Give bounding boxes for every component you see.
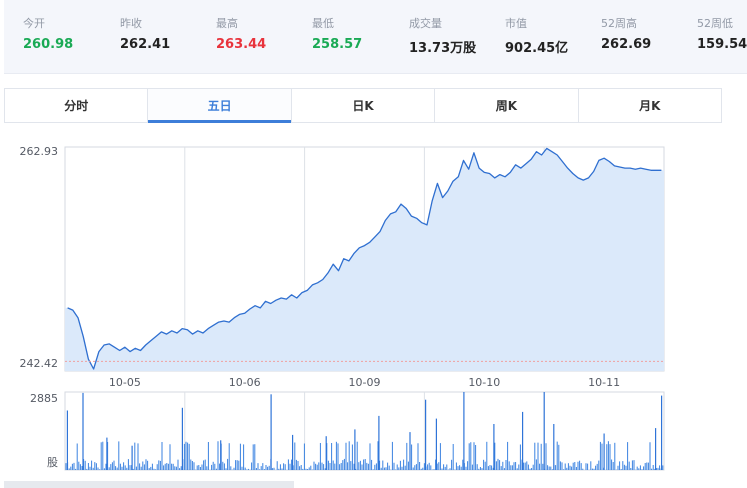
stat-label: 最低	[312, 17, 334, 30]
volume-unit-label: 股	[47, 456, 58, 469]
stat-label: 成交量	[409, 17, 442, 30]
stat-value: 13.73万股	[409, 41, 477, 56]
stat-52w-high: 52周高 262.69	[601, 15, 651, 52]
quote-stats-bar: 今开 260.98 昨收 262.41 最高 263.44 最低 258.57 …	[4, 0, 747, 74]
y-axis-max-label: 262.93	[20, 145, 59, 158]
volume-chart-panel	[64, 391, 665, 471]
stat-volume: 成交量 13.73万股	[409, 15, 476, 56]
volume-max-label: 2885	[30, 392, 58, 405]
stat-52w-low: 52周低 159.54	[697, 15, 747, 52]
chart-period-tabs: 分时 五日 日K 周K 月K	[4, 88, 722, 123]
stat-label: 52周低	[697, 17, 733, 30]
stat-label: 52周高	[601, 17, 637, 30]
stat-value: 263.44	[216, 37, 267, 52]
y-axis-min-label: 242.42	[20, 357, 59, 370]
tab-monthly-k[interactable]: 月K	[639, 99, 661, 113]
stat-value: 262.41	[120, 37, 171, 52]
stat-prev-close: 昨收 262.41	[120, 15, 170, 52]
x-axis-date-label: 10-10	[468, 376, 500, 389]
stat-label: 昨收	[120, 17, 142, 30]
price-area-fill	[65, 148, 664, 371]
stat-high: 最高 263.44	[216, 15, 266, 52]
price-line	[67, 147, 662, 370]
tab-daily-k[interactable]: 日K	[292, 89, 436, 122]
stat-value: 902.45亿	[505, 41, 569, 56]
stat-value: 260.98	[23, 37, 74, 52]
stat-low: 最低 258.57	[312, 15, 362, 52]
x-axis-date-label: 10-11	[588, 376, 620, 389]
stat-market-cap: 市值 902.45亿	[505, 15, 568, 56]
tab-weekly-k[interactable]: 周K	[435, 89, 579, 122]
tab-five-day[interactable]: 五日	[148, 89, 292, 123]
stat-label: 市值	[505, 17, 527, 30]
tab-intraday[interactable]: 分时	[5, 89, 149, 122]
x-axis-date-label: 10-05	[109, 376, 141, 389]
horizontal-scrollbar[interactable]	[4, 481, 294, 488]
stat-label: 今开	[23, 17, 45, 30]
x-axis-date-label: 10-06	[229, 376, 261, 389]
stat-open: 今开 260.98	[23, 15, 73, 52]
stat-value: 159.54	[697, 37, 747, 52]
stat-value: 262.69	[601, 37, 652, 52]
stat-label: 最高	[216, 17, 238, 30]
x-axis-date-label: 10-09	[349, 376, 381, 389]
stat-value: 258.57	[312, 37, 363, 52]
